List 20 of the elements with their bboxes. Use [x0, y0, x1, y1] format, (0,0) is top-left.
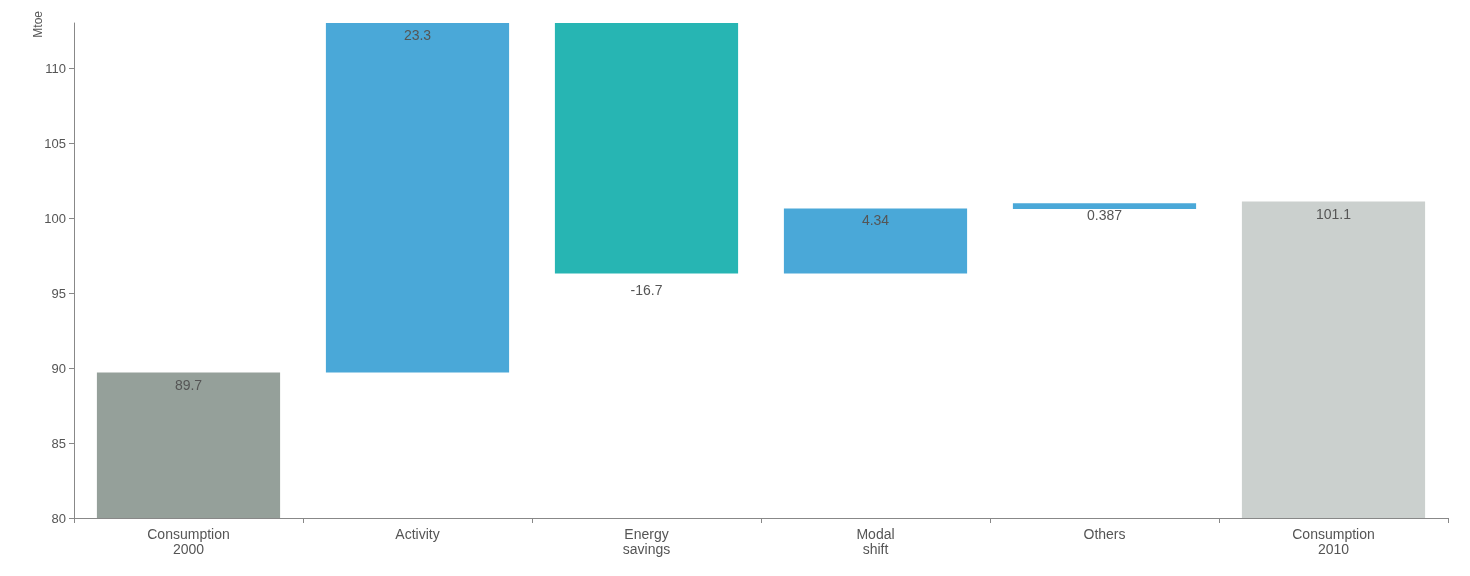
- y-axis-title: Mtoe: [31, 10, 45, 38]
- x-tick-label: Activity: [395, 525, 440, 542]
- y-tick-label: 105: [44, 135, 66, 151]
- y-tick-label: 90: [51, 360, 66, 376]
- x-tick-label: Consumption 2000: [147, 525, 230, 557]
- data-label: 4.34: [861, 212, 890, 229]
- y-tick-label: 80: [51, 510, 66, 526]
- x-tick-label: Others: [1083, 525, 1126, 542]
- data-label: 23.3: [403, 27, 432, 43]
- y-tick-label: 110: [45, 60, 66, 76]
- x-tick-label: Modal shift: [856, 525, 895, 557]
- x-tick-label: Consumption 2010: [1292, 525, 1375, 557]
- x-tick-label: Energy savings: [622, 525, 671, 557]
- y-tick-label: 100: [44, 210, 66, 226]
- data-label: 0.387: [1086, 207, 1123, 224]
- y-tick-label: 95: [51, 285, 66, 301]
- data-label: -16.7: [630, 281, 663, 298]
- data-label: 101.1: [1315, 205, 1352, 222]
- y-tick-label: 85: [51, 435, 66, 451]
- data-label: 89.7: [174, 376, 203, 393]
